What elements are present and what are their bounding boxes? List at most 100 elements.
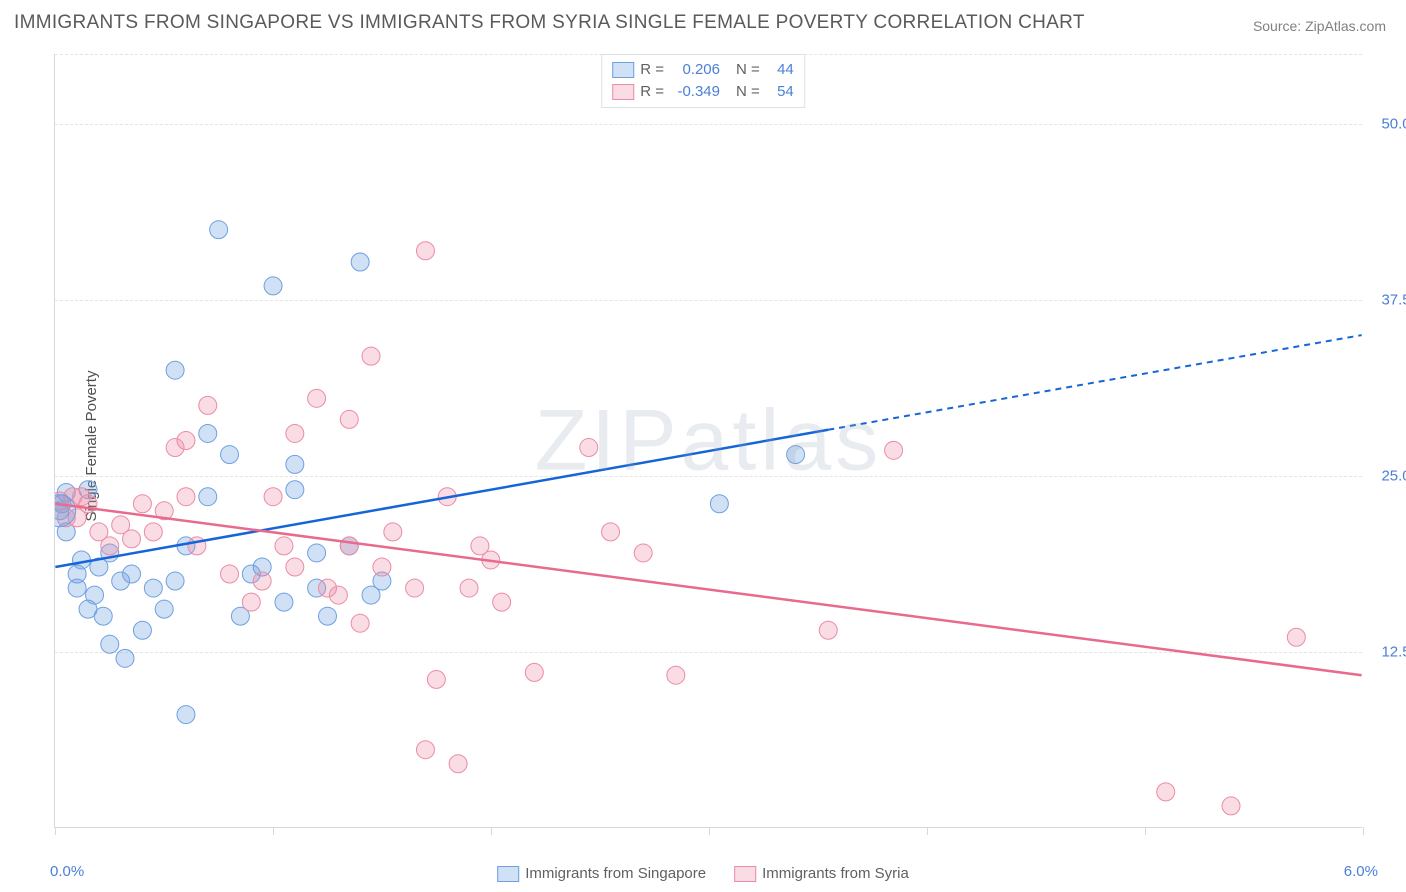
- data-point: [427, 670, 445, 688]
- x-axis-min-label: 0.0%: [50, 863, 84, 880]
- y-tick-label: 37.5%: [1369, 292, 1406, 309]
- data-point: [86, 586, 104, 604]
- data-point: [177, 488, 195, 506]
- data-point: [199, 396, 217, 414]
- data-point: [199, 424, 217, 442]
- data-point: [351, 253, 369, 271]
- data-point: [242, 593, 260, 611]
- x-tick: [709, 827, 710, 835]
- chart-title: IMMIGRANTS FROM SINGAPORE VS IMMIGRANTS …: [14, 12, 1085, 34]
- data-point: [416, 741, 434, 759]
- data-point: [1157, 783, 1175, 801]
- x-tick: [55, 827, 56, 835]
- series-legend: Immigrants from Singapore Immigrants fro…: [497, 865, 909, 882]
- data-point: [580, 439, 598, 457]
- x-tick: [1145, 827, 1146, 835]
- correlation-legend: R = 0.206 N = 44 R = -0.349 N = 54: [601, 54, 805, 108]
- legend-item: Immigrants from Singapore: [497, 865, 706, 882]
- regression-line-extrapolated: [828, 335, 1361, 430]
- data-point: [286, 455, 304, 473]
- data-point: [819, 621, 837, 639]
- data-point: [329, 586, 347, 604]
- data-point: [710, 495, 728, 513]
- data-point: [286, 481, 304, 499]
- data-point: [199, 488, 217, 506]
- legend-n-label: N =: [736, 81, 760, 103]
- data-point: [384, 523, 402, 541]
- data-point: [340, 537, 358, 555]
- legend-series-label: Immigrants from Syria: [762, 865, 909, 882]
- data-point: [416, 242, 434, 260]
- data-point: [351, 614, 369, 632]
- x-axis-max-label: 6.0%: [1344, 863, 1378, 880]
- data-point: [155, 600, 173, 618]
- data-point: [602, 523, 620, 541]
- data-point: [275, 537, 293, 555]
- data-point: [319, 607, 337, 625]
- data-point: [493, 593, 511, 611]
- data-point: [72, 551, 90, 569]
- y-tick-label: 50.0%: [1369, 116, 1406, 133]
- plot-area: ZIPatlas 12.5%25.0%37.5%50.0%: [54, 54, 1362, 828]
- data-point: [177, 706, 195, 724]
- data-point: [1287, 628, 1305, 646]
- data-point: [1222, 797, 1240, 815]
- data-point: [166, 361, 184, 379]
- legend-series-label: Immigrants from Singapore: [525, 865, 706, 882]
- legend-swatch: [612, 62, 634, 78]
- legend-item: Immigrants from Syria: [734, 865, 909, 882]
- data-point: [253, 572, 271, 590]
- x-tick: [491, 827, 492, 835]
- y-tick-label: 25.0%: [1369, 468, 1406, 485]
- data-point: [787, 446, 805, 464]
- legend-swatch: [734, 866, 756, 882]
- data-point: [406, 579, 424, 597]
- legend-row: R = 0.206 N = 44: [612, 59, 794, 81]
- regression-line: [55, 504, 1361, 675]
- legend-n-value: 54: [766, 81, 794, 103]
- data-point: [221, 565, 239, 583]
- legend-r-label: R =: [640, 81, 664, 103]
- data-point: [634, 544, 652, 562]
- data-point: [101, 537, 119, 555]
- legend-n-label: N =: [736, 59, 760, 81]
- data-point: [525, 663, 543, 681]
- data-point: [308, 389, 326, 407]
- legend-r-value: 0.206: [670, 59, 720, 81]
- data-point: [166, 572, 184, 590]
- legend-r-value: -0.349: [670, 81, 720, 103]
- data-point: [210, 221, 228, 239]
- data-point: [275, 593, 293, 611]
- data-point: [885, 441, 903, 459]
- data-point: [177, 432, 195, 450]
- legend-swatch: [612, 84, 634, 100]
- x-tick: [927, 827, 928, 835]
- data-point: [101, 635, 119, 653]
- data-point: [308, 544, 326, 562]
- data-point: [667, 666, 685, 684]
- data-point: [144, 523, 162, 541]
- data-point: [449, 755, 467, 773]
- chart-canvas: [55, 54, 1362, 827]
- x-tick: [273, 827, 274, 835]
- data-point: [116, 649, 134, 667]
- data-point: [362, 347, 380, 365]
- data-point: [340, 410, 358, 428]
- data-point: [373, 558, 391, 576]
- data-point: [144, 579, 162, 597]
- data-point: [286, 558, 304, 576]
- data-point: [264, 488, 282, 506]
- data-point: [123, 565, 141, 583]
- legend-swatch: [497, 866, 519, 882]
- source-attribution: Source: ZipAtlas.com: [1253, 18, 1386, 34]
- legend-row: R = -0.349 N = 54: [612, 81, 794, 103]
- data-point: [221, 446, 239, 464]
- data-point: [460, 579, 478, 597]
- data-point: [123, 530, 141, 548]
- data-point: [286, 424, 304, 442]
- data-point: [68, 579, 86, 597]
- legend-n-value: 44: [766, 59, 794, 81]
- legend-r-label: R =: [640, 59, 664, 81]
- data-point: [133, 495, 151, 513]
- y-tick-label: 12.5%: [1369, 644, 1406, 661]
